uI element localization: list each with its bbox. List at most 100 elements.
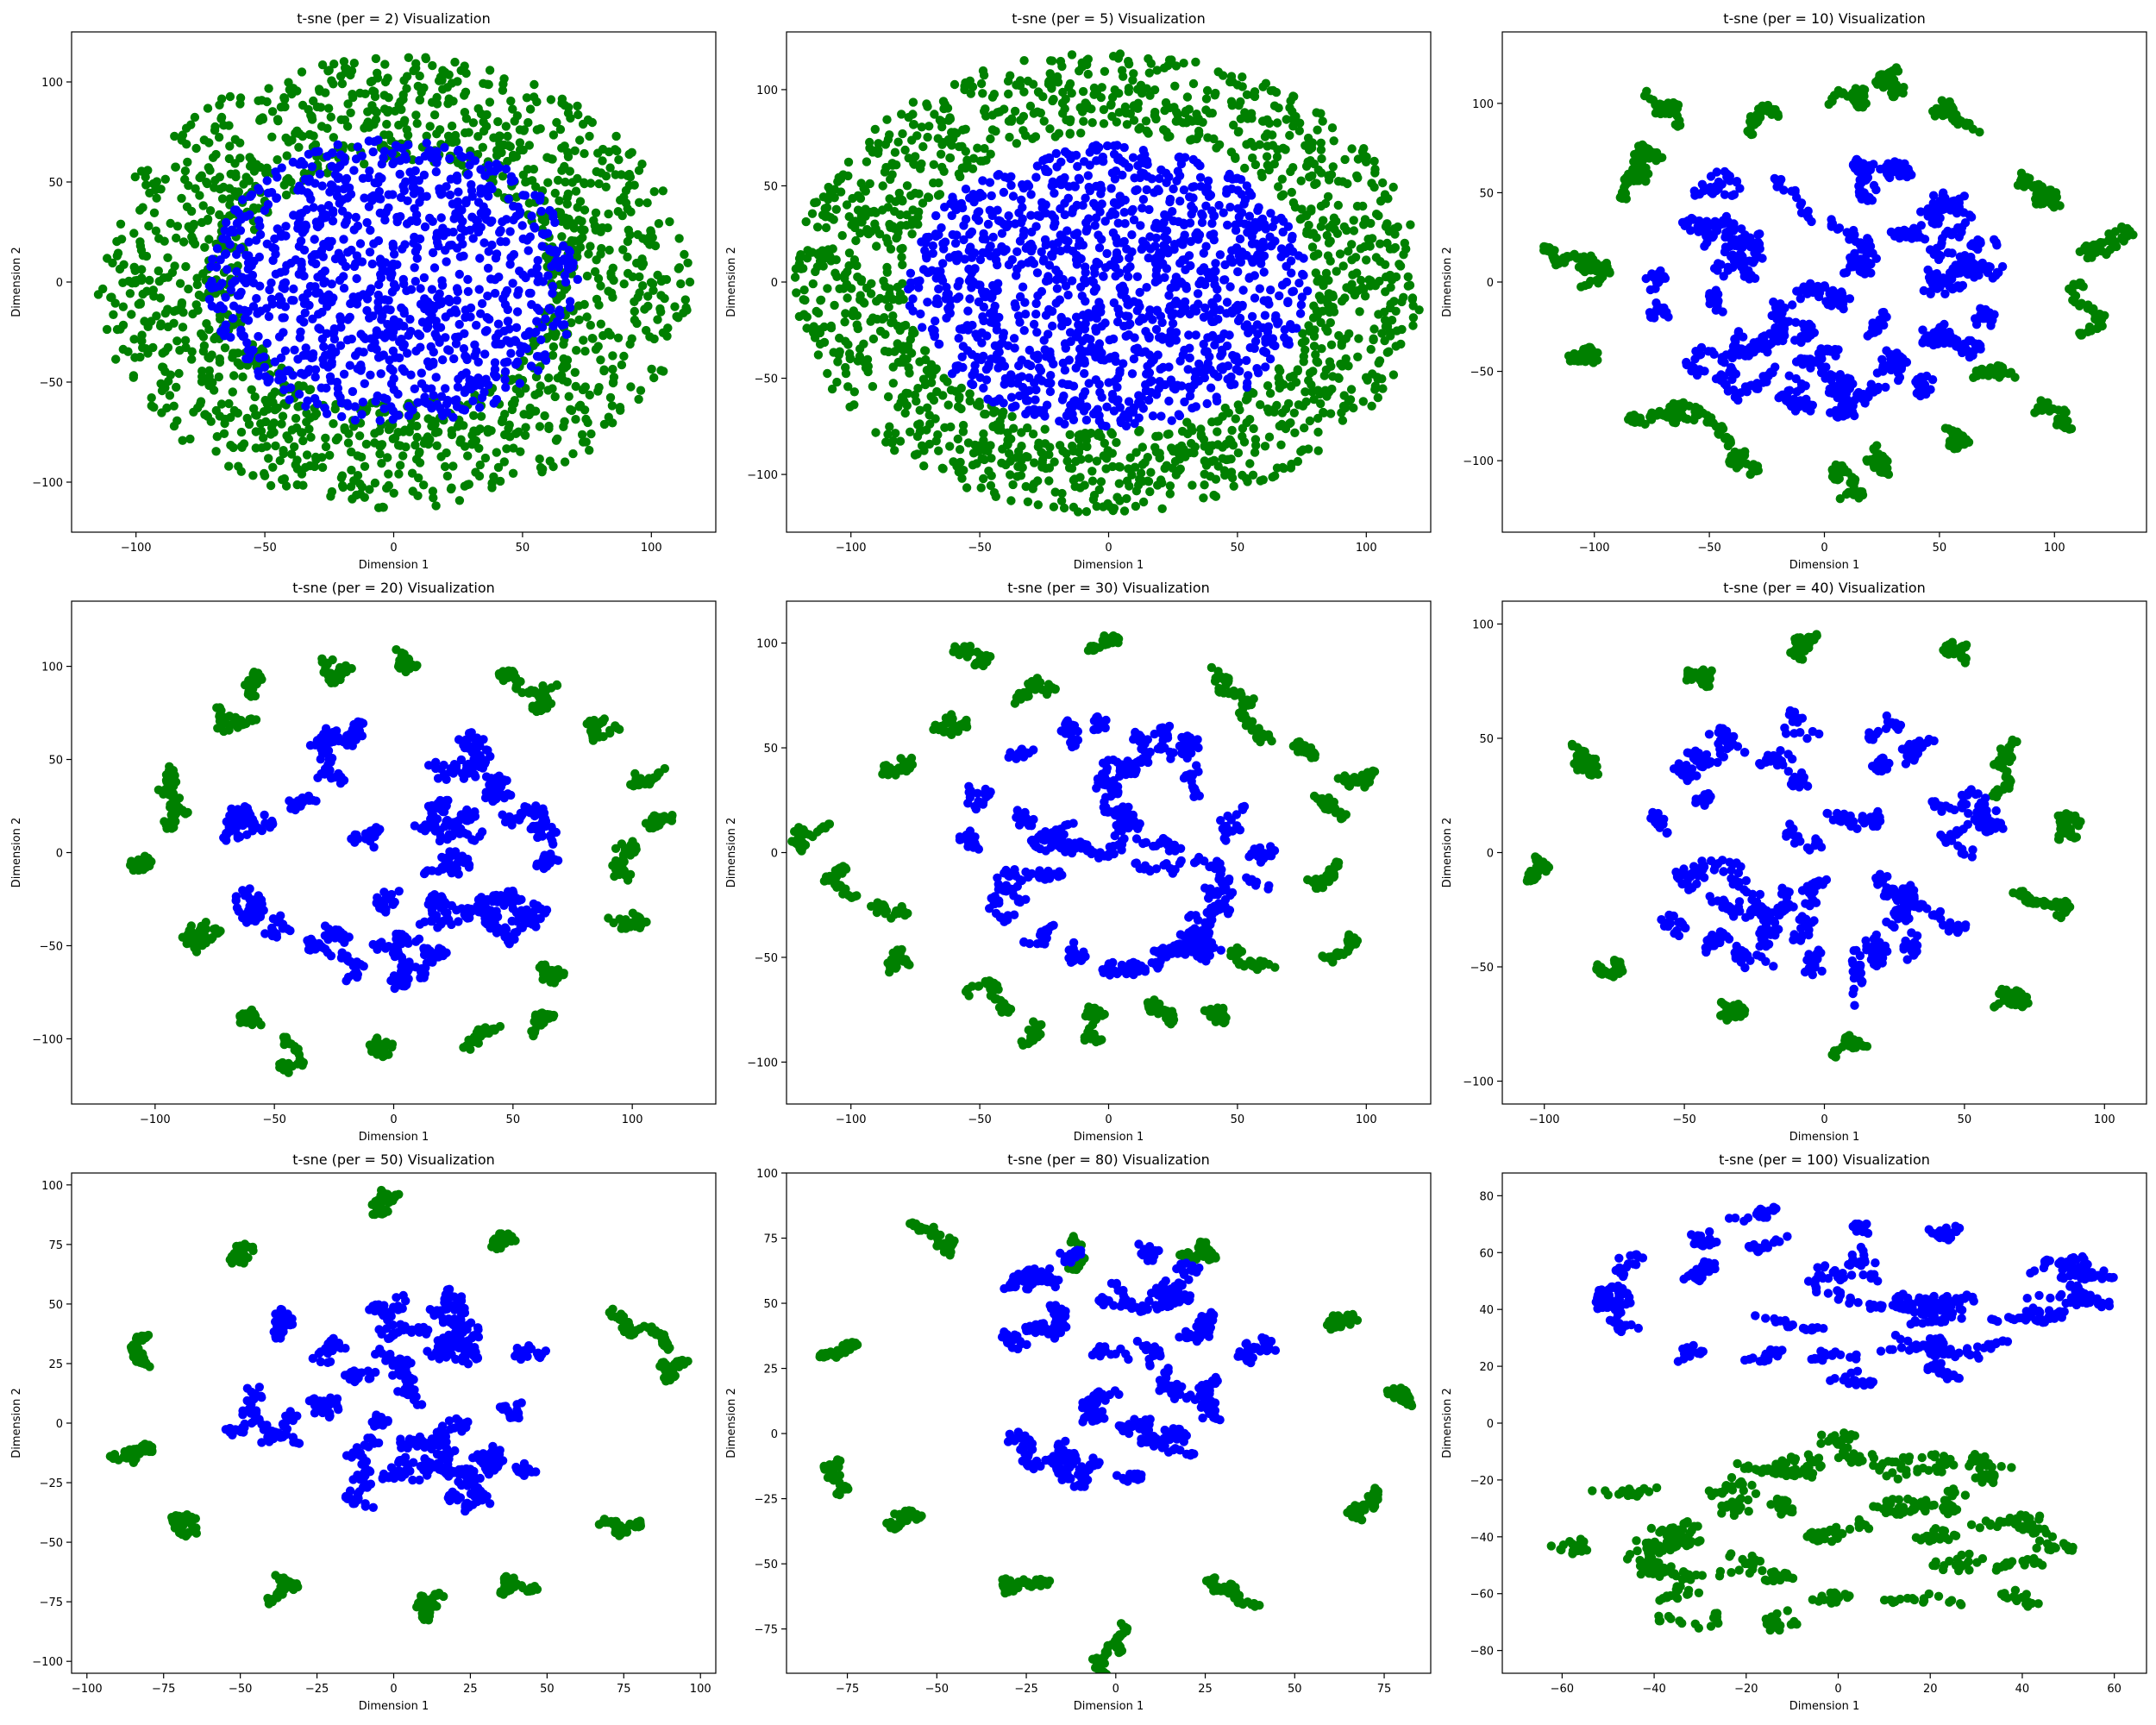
blue-point	[482, 207, 492, 217]
green-point	[291, 129, 300, 138]
blue-point	[931, 298, 941, 308]
blue-point	[296, 315, 305, 324]
green-point	[897, 110, 906, 119]
blue-point	[565, 297, 575, 306]
green-point	[980, 144, 989, 154]
blue-point	[254, 184, 263, 193]
green-point	[883, 430, 893, 439]
blue-point	[243, 316, 254, 325]
blue-point	[1061, 147, 1070, 157]
green-point	[1138, 442, 1148, 452]
green-point	[1029, 109, 1039, 118]
blue-point	[1082, 223, 1092, 234]
green-point	[123, 347, 133, 356]
blue-point	[1050, 188, 1059, 198]
green-point	[924, 411, 934, 420]
green-point	[107, 292, 116, 302]
green-point	[166, 218, 175, 229]
blue-point	[1112, 200, 1122, 210]
green-point	[859, 356, 868, 367]
blue-point	[317, 181, 327, 191]
blue-point	[934, 284, 943, 294]
green-point	[596, 249, 605, 259]
green-point	[1326, 409, 1336, 418]
blue-point	[1094, 380, 1105, 389]
blue-point	[1211, 267, 1220, 276]
blue-point	[515, 379, 524, 388]
blue-point	[1067, 276, 1077, 285]
blue-point	[1223, 361, 1233, 371]
green-point	[1125, 453, 1135, 462]
blue-point	[1012, 247, 1022, 256]
green-point	[1004, 89, 1013, 99]
blue-point	[1114, 309, 1125, 319]
green-point	[548, 130, 559, 140]
blue-point	[445, 154, 454, 164]
green-point	[178, 436, 187, 445]
green-point	[1313, 125, 1322, 135]
green-point	[515, 138, 525, 147]
blue-point	[1219, 329, 1229, 339]
green-point	[343, 438, 354, 448]
green-point	[1339, 222, 1350, 232]
green-point	[137, 265, 147, 274]
green-point	[879, 276, 888, 285]
green-point	[185, 434, 195, 444]
blue-point	[365, 248, 375, 257]
green-point	[1399, 250, 1408, 260]
green-point	[852, 310, 862, 320]
green-point	[567, 235, 576, 246]
blue-point	[1090, 221, 1100, 230]
green-point	[1340, 154, 1350, 165]
green-point	[522, 177, 531, 186]
blue-point	[1081, 318, 1090, 329]
green-point	[525, 104, 536, 114]
green-point	[371, 115, 381, 124]
green-point	[327, 76, 336, 85]
blue-point	[280, 278, 291, 287]
blue-point	[1266, 209, 1275, 218]
y-tick-label: −100	[32, 477, 63, 490]
blue-point	[1244, 211, 1255, 221]
blue-point	[1041, 200, 1050, 210]
green-point	[1017, 442, 1026, 451]
green-point	[981, 104, 990, 114]
green-point	[1065, 117, 1075, 127]
blue-point	[1166, 326, 1175, 336]
green-point	[239, 179, 248, 189]
blue-point	[1032, 328, 1042, 337]
green-point	[555, 124, 566, 135]
blue-point	[1235, 234, 1245, 244]
blue-point	[414, 176, 423, 185]
green-point	[154, 266, 163, 276]
blue-point	[451, 332, 461, 342]
green-point	[1403, 281, 1413, 291]
green-point	[264, 84, 273, 93]
x-axis-label: Dimension 1	[359, 559, 429, 572]
green-point	[962, 483, 972, 492]
green-point	[908, 97, 918, 107]
blue-point	[452, 402, 462, 411]
green-point	[1152, 66, 1162, 75]
green-point	[1356, 275, 1366, 285]
blue-point	[1106, 184, 1116, 193]
blue-point	[441, 246, 450, 255]
green-point	[923, 132, 932, 142]
green-point	[886, 244, 896, 254]
blue-point	[368, 147, 378, 157]
green-point	[626, 207, 636, 216]
blue-point	[1029, 319, 1039, 329]
blue-point	[470, 156, 480, 166]
blue-point	[1206, 383, 1216, 392]
blue-point	[1284, 340, 1294, 349]
blue-point	[1233, 267, 1243, 277]
blue-point	[1100, 216, 1110, 226]
green-point	[325, 450, 335, 460]
green-point	[599, 365, 609, 374]
green-point	[130, 172, 140, 182]
green-point	[1045, 442, 1055, 452]
green-point	[1136, 80, 1146, 91]
green-point	[294, 142, 304, 152]
blue-point	[1164, 396, 1174, 406]
green-point	[384, 469, 393, 479]
